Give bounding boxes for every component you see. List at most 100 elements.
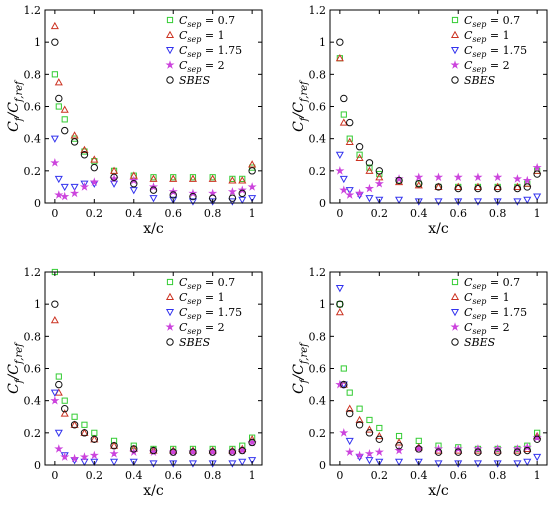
data-point: [60, 409, 69, 417]
data-point: [415, 180, 423, 188]
data-point: [90, 458, 99, 467]
data-point: [336, 301, 343, 308]
legend-marker-tri-up: [165, 30, 175, 39]
y-tick-label: 1.2: [24, 4, 42, 17]
y-axis-label: Cf/Cf,ref: [291, 341, 310, 394]
series-star: [50, 395, 257, 463]
x-tick-label: 1: [534, 207, 541, 220]
y-tick-label: 0.4: [24, 395, 42, 408]
data-point: [375, 431, 384, 440]
data-point: [248, 167, 256, 175]
data-point: [365, 195, 374, 203]
data-point: [55, 103, 62, 110]
data-point: [50, 395, 60, 405]
data-point: [345, 404, 354, 412]
data-point: [335, 166, 345, 175]
x-tick-label: 1: [249, 469, 256, 482]
data-point: [365, 425, 374, 433]
legend-label: Csep = 1: [464, 29, 510, 44]
y-axis-label: Cf/Cf,ref: [6, 341, 25, 394]
plot-frame: [44, 9, 263, 204]
legend-label: Csep = 2: [179, 321, 225, 336]
legend-label: SBES: [179, 74, 211, 87]
data-point: [90, 435, 99, 443]
data-point: [61, 397, 68, 404]
legend-marker-circle: [451, 76, 459, 84]
data-point: [376, 170, 383, 178]
data-point: [50, 316, 59, 324]
y-tick-label: 0.8: [24, 330, 42, 343]
data-point: [493, 184, 502, 193]
data-point: [375, 435, 384, 443]
legend-marker-tri-up: [165, 292, 175, 301]
data-point: [55, 94, 63, 103]
legend-label: Csep = 0.7: [464, 276, 520, 291]
data-point: [335, 307, 344, 316]
data-point: [414, 172, 424, 182]
data-point: [90, 435, 99, 443]
data-point: [533, 193, 542, 201]
x-tick-label: 0: [51, 469, 58, 482]
data-point: [493, 182, 502, 190]
data-point: [533, 170, 541, 178]
y-tick-label: 0.4: [24, 133, 42, 146]
data-point: [473, 460, 483, 468]
data-point: [110, 173, 118, 181]
series-tri-up: [50, 21, 257, 184]
data-point: [70, 183, 79, 192]
x-tick-label: 0.4: [410, 469, 428, 482]
data-point: [129, 187, 138, 195]
data-point: [238, 176, 247, 184]
data-point: [395, 432, 403, 440]
x-tick-label: 0.8: [489, 469, 507, 482]
data-point: [522, 175, 532, 185]
data-point: [188, 198, 198, 206]
data-point: [80, 429, 89, 437]
data-point: [395, 442, 403, 450]
x-tick-label: 0.2: [371, 207, 389, 220]
data-point: [453, 172, 463, 182]
data-point: [89, 450, 99, 460]
data-point: [493, 172, 503, 182]
data-point: [474, 448, 482, 456]
legend-marker-circle: [451, 338, 459, 346]
data-point: [188, 174, 198, 182]
plot-frame: [329, 271, 548, 466]
data-point: [339, 381, 348, 389]
data-point: [70, 188, 80, 198]
series-square: [336, 55, 541, 191]
data-point: [335, 379, 345, 389]
series-circle: [336, 38, 541, 193]
data-point: [335, 285, 344, 293]
data-point: [532, 432, 542, 442]
data-point: [394, 438, 404, 446]
series-square: [51, 71, 256, 182]
legend-label: Csep = 2: [464, 321, 510, 336]
data-point: [414, 198, 423, 206]
x-tick-label: 0.8: [489, 207, 507, 220]
y-axis-label: Cf/Cf,ref: [291, 79, 310, 132]
data-point: [513, 460, 522, 468]
y-tick-label: 0.8: [309, 330, 327, 343]
data-point: [61, 116, 68, 123]
data-point: [51, 300, 59, 308]
legend-label: Csep = 2: [179, 59, 225, 74]
legend-marker-circle: [166, 76, 174, 84]
data-point: [71, 413, 78, 420]
data-point: [130, 445, 138, 453]
data-point: [149, 195, 158, 203]
x-tick-label: 0.4: [125, 207, 143, 220]
data-point: [345, 137, 354, 145]
data-point: [80, 145, 89, 153]
legend-marker-circle: [166, 338, 174, 346]
x-axis-label: x/c: [143, 221, 164, 237]
data-point: [366, 416, 373, 424]
y-axis-label: Cf/Cf,ref: [6, 79, 25, 132]
data-point: [188, 460, 198, 468]
data-point: [340, 380, 348, 389]
data-point: [90, 155, 99, 163]
data-point: [109, 180, 119, 188]
legend-label: Csep = 2: [464, 59, 510, 74]
y-tick-label: 0: [319, 459, 326, 472]
